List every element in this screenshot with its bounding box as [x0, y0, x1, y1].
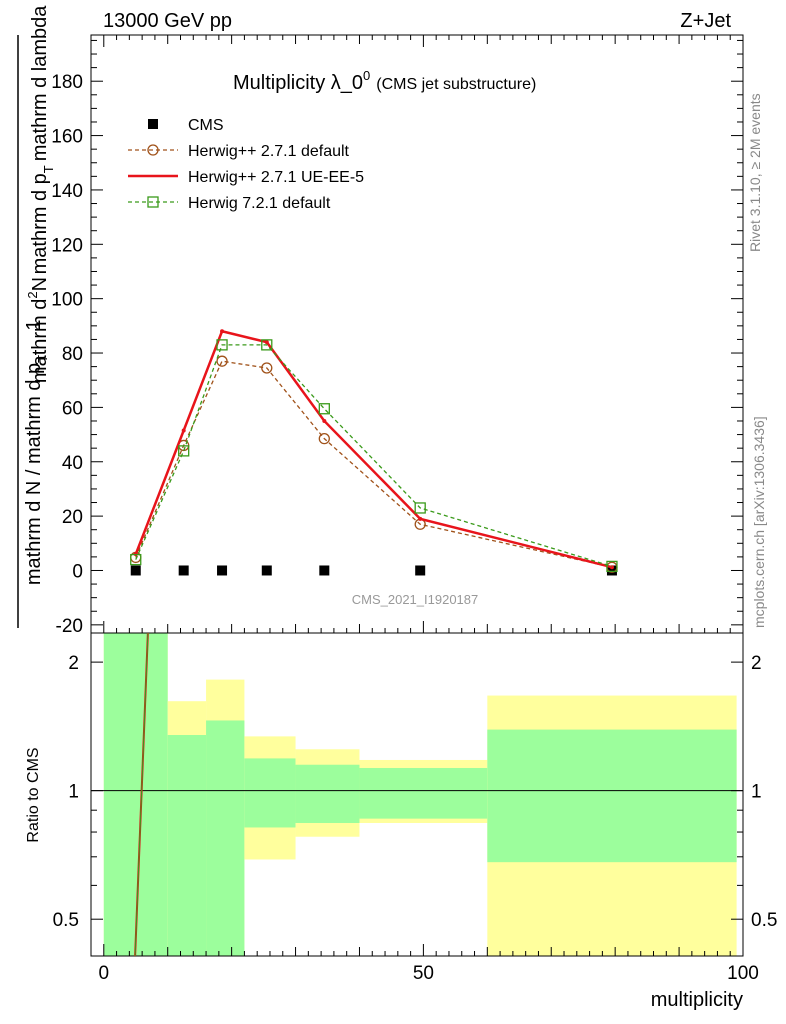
- data-point: [130, 553, 142, 566]
- ratio-band-inner: [103, 633, 168, 956]
- x-tick-label: 0: [98, 963, 109, 984]
- data-point: [261, 565, 272, 576]
- svg-text:mathrm d pTmathrm d lambda: mathrm d pTmathrm d lambda: [29, 5, 56, 275]
- title-main: Multiplicity λ_0: [233, 72, 363, 94]
- y-tick-label: 80: [62, 344, 83, 365]
- data-point: [130, 565, 141, 576]
- ylabel-numerator-sup: 2: [25, 291, 40, 298]
- series-0: [130, 565, 617, 576]
- data-point: [609, 565, 614, 570]
- ylabel-denominator-b: mathrm d lambda: [29, 5, 51, 161]
- data-point: [261, 362, 273, 374]
- legend: CMS Herwig++ 2.7.1 default Herwig++ 2.7.1 …: [128, 117, 364, 212]
- ratio-series: [134, 632, 149, 957]
- y-tick-label: 160: [51, 127, 83, 148]
- title-sup: 0: [363, 68, 370, 83]
- y-tick-label: 120: [51, 235, 83, 256]
- title-suffix: (CMS jet substructure): [376, 76, 536, 93]
- data-point: [216, 355, 228, 367]
- y-tick-label: 140: [51, 181, 83, 202]
- data-point: [606, 565, 617, 576]
- ratio-y-tick-label: 0.5: [53, 910, 79, 931]
- y-tick-label: 180: [51, 72, 83, 93]
- data-point: [319, 565, 330, 576]
- data-point: [178, 565, 189, 576]
- svg-text:1: 1: [23, 319, 45, 330]
- legend-label: CMS: [188, 117, 224, 134]
- data-point: [148, 119, 158, 129]
- series-2: [133, 329, 614, 570]
- data-point: [318, 432, 330, 445]
- x-tick-label: 50: [413, 963, 434, 984]
- data-point: [178, 445, 190, 457]
- rivet-label: Rivet 3.1.10, ≥ 2M events: [747, 93, 763, 252]
- data-point: [217, 565, 228, 576]
- y-tick-label: 20: [62, 507, 83, 528]
- legend-label: Herwig++ 2.7.1 default: [188, 143, 350, 160]
- ratio-band-inner: [487, 729, 737, 863]
- ylabel-one: 1: [23, 319, 45, 330]
- data-point: [606, 560, 618, 573]
- ratio-band-inner: [295, 764, 360, 823]
- ratio-band-inner: [244, 758, 296, 828]
- data-point: [261, 339, 273, 351]
- y-tick-label: 100: [51, 290, 83, 311]
- x-axis-label: multiplicity: [651, 989, 743, 1011]
- ratio-band-inner: [167, 735, 207, 956]
- ratio-y-tick-label-right: 2: [751, 653, 762, 674]
- mcplots-label: mcplots.cern.ch [arXiv:1306.3436]: [751, 416, 767, 628]
- data-point: [322, 418, 327, 423]
- ylabel-numerator-tail: N: [29, 277, 51, 291]
- y-tick-label: 60: [62, 398, 83, 419]
- svg-text:mathrm d N / mathrm d pT: mathrm d N / mathrm d pT: [23, 355, 50, 585]
- ylabel-denominator-sub-a: T: [41, 165, 56, 173]
- header-left: 13000 GeV pp: [103, 10, 232, 32]
- y-tick-label: 0: [72, 561, 83, 582]
- data-point: [264, 340, 269, 345]
- y-tick-label: -20: [56, 616, 83, 637]
- ratio-series-line: [134, 632, 149, 957]
- header-right: Z+Jet: [680, 10, 731, 32]
- data-point: [418, 516, 423, 521]
- data-point: [147, 196, 159, 208]
- data-point: [181, 428, 186, 433]
- series-line: [134, 329, 613, 569]
- series-line: [135, 344, 613, 568]
- data-point: [216, 339, 228, 351]
- data-point: [147, 144, 159, 156]
- ylabel-pre: mathrm d N / mathrm d p: [23, 363, 45, 585]
- y-tick-label: 40: [62, 453, 83, 474]
- data-point: [415, 565, 426, 576]
- data-point: [220, 329, 225, 334]
- ylabel-denominator-a: mathrm d p: [29, 173, 51, 274]
- ratio-band-inner: [206, 720, 245, 956]
- ratio-band-inner: [359, 767, 488, 819]
- legend-label: Herwig++ 2.7.1 UE-EE-5: [188, 169, 364, 186]
- ratio-ylabel: Ratio to CMS: [25, 747, 42, 842]
- ratio-panel-frame: [90, 632, 744, 957]
- data-point: [318, 403, 330, 415]
- ylabel-numerator: mathrm d: [29, 299, 51, 383]
- data-point: [414, 502, 426, 514]
- series-3: [130, 339, 618, 573]
- ratio-uncertainty-bands: [103, 633, 737, 956]
- analysis-watermark: CMS_2021_I1920187: [352, 592, 479, 607]
- svg-text:mathrm d2N: mathrm d2N: [25, 277, 51, 383]
- ratio-y-tick-label: 1: [68, 782, 79, 803]
- ratio-y-tick-label-right: 1: [751, 782, 762, 803]
- x-tick-label: 100: [727, 963, 759, 984]
- ratio-y-tick-label: 2: [68, 653, 79, 674]
- ylabel-pre-sub: T: [35, 355, 50, 363]
- ratio-y-tick-label-right: 0.5: [751, 910, 777, 931]
- main-series: [130, 329, 618, 576]
- series-line: [135, 360, 613, 568]
- legend-label: Herwig 7.2.1 default: [188, 195, 331, 212]
- main-ylabel: mathrm d2N mathrm d pTmathrm d lambda 1 …: [17, 5, 56, 628]
- series-1: [130, 355, 618, 573]
- plot-title: Multiplicity λ_00 (CMS jet substructure): [233, 68, 536, 94]
